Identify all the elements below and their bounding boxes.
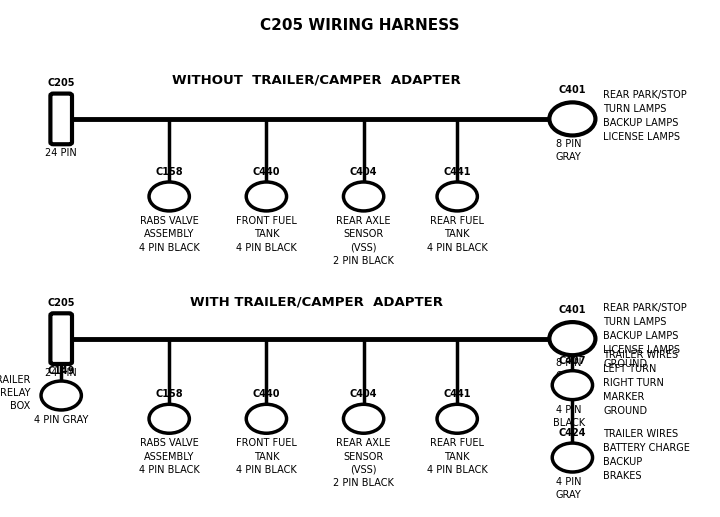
Text: 4 PIN
BLACK: 4 PIN BLACK (553, 405, 585, 428)
Text: C401: C401 (559, 305, 586, 315)
Text: FRONT FUEL
TANK
4 PIN BLACK: FRONT FUEL TANK 4 PIN BLACK (236, 438, 297, 475)
Text: TRAILER WIRES
LEFT TURN
RIGHT TURN
MARKER
GROUND: TRAILER WIRES LEFT TURN RIGHT TURN MARKE… (603, 349, 678, 416)
Circle shape (549, 322, 595, 355)
Text: C407: C407 (559, 356, 586, 366)
Circle shape (41, 381, 81, 410)
Text: C440: C440 (253, 167, 280, 177)
Text: C441: C441 (444, 167, 471, 177)
Text: C205: C205 (48, 78, 75, 88)
Text: C441: C441 (444, 389, 471, 399)
Circle shape (549, 102, 595, 135)
Text: C205: C205 (48, 298, 75, 308)
Circle shape (149, 182, 189, 211)
Text: C440: C440 (253, 389, 280, 399)
Text: TRAILER
RELAY
BOX: TRAILER RELAY BOX (0, 375, 30, 411)
Text: C158: C158 (156, 167, 183, 177)
Circle shape (149, 404, 189, 433)
Text: REAR FUEL
TANK
4 PIN BLACK: REAR FUEL TANK 4 PIN BLACK (427, 438, 487, 475)
Text: FRONT FUEL
TANK
4 PIN BLACK: FRONT FUEL TANK 4 PIN BLACK (236, 216, 297, 252)
Circle shape (552, 371, 593, 400)
Text: REAR AXLE
SENSOR
(VSS)
2 PIN BLACK: REAR AXLE SENSOR (VSS) 2 PIN BLACK (333, 216, 394, 266)
Text: WITHOUT  TRAILER/CAMPER  ADAPTER: WITHOUT TRAILER/CAMPER ADAPTER (172, 73, 462, 87)
Text: RABS VALVE
ASSEMBLY
4 PIN BLACK: RABS VALVE ASSEMBLY 4 PIN BLACK (139, 216, 199, 252)
Text: C149: C149 (48, 366, 75, 376)
Text: REAR FUEL
TANK
4 PIN BLACK: REAR FUEL TANK 4 PIN BLACK (427, 216, 487, 252)
Text: 8 PIN
GRAY: 8 PIN GRAY (556, 358, 582, 382)
Text: REAR AXLE
SENSOR
(VSS)
2 PIN BLACK: REAR AXLE SENSOR (VSS) 2 PIN BLACK (333, 438, 394, 488)
Text: C205 WIRING HARNESS: C205 WIRING HARNESS (260, 18, 460, 33)
Text: 4 PIN GRAY: 4 PIN GRAY (34, 415, 89, 425)
Text: 8 PIN
GRAY: 8 PIN GRAY (556, 139, 582, 162)
Text: WITH TRAILER/CAMPER  ADAPTER: WITH TRAILER/CAMPER ADAPTER (190, 296, 444, 309)
FancyBboxPatch shape (50, 313, 72, 364)
Text: 24 PIN: 24 PIN (45, 368, 77, 378)
Text: TRAILER WIRES
BATTERY CHARGE
BACKUP
BRAKES: TRAILER WIRES BATTERY CHARGE BACKUP BRAK… (603, 429, 690, 481)
Circle shape (437, 182, 477, 211)
Circle shape (552, 443, 593, 472)
Text: C158: C158 (156, 389, 183, 399)
Circle shape (437, 404, 477, 433)
Text: 4 PIN
GRAY: 4 PIN GRAY (556, 477, 582, 500)
Circle shape (246, 182, 287, 211)
Text: C404: C404 (350, 389, 377, 399)
Text: REAR PARK/STOP
TURN LAMPS
BACKUP LAMPS
LICENSE LAMPS: REAR PARK/STOP TURN LAMPS BACKUP LAMPS L… (603, 90, 687, 142)
Circle shape (246, 404, 287, 433)
Text: REAR PARK/STOP
TURN LAMPS
BACKUP LAMPS
LICENSE LAMPS
GROUND: REAR PARK/STOP TURN LAMPS BACKUP LAMPS L… (603, 303, 687, 369)
Text: C401: C401 (559, 85, 586, 95)
Text: RABS VALVE
ASSEMBLY
4 PIN BLACK: RABS VALVE ASSEMBLY 4 PIN BLACK (139, 438, 199, 475)
Text: C424: C424 (559, 428, 586, 438)
Circle shape (343, 182, 384, 211)
Text: 24 PIN: 24 PIN (45, 148, 77, 158)
FancyBboxPatch shape (50, 94, 72, 144)
Circle shape (343, 404, 384, 433)
Text: C404: C404 (350, 167, 377, 177)
